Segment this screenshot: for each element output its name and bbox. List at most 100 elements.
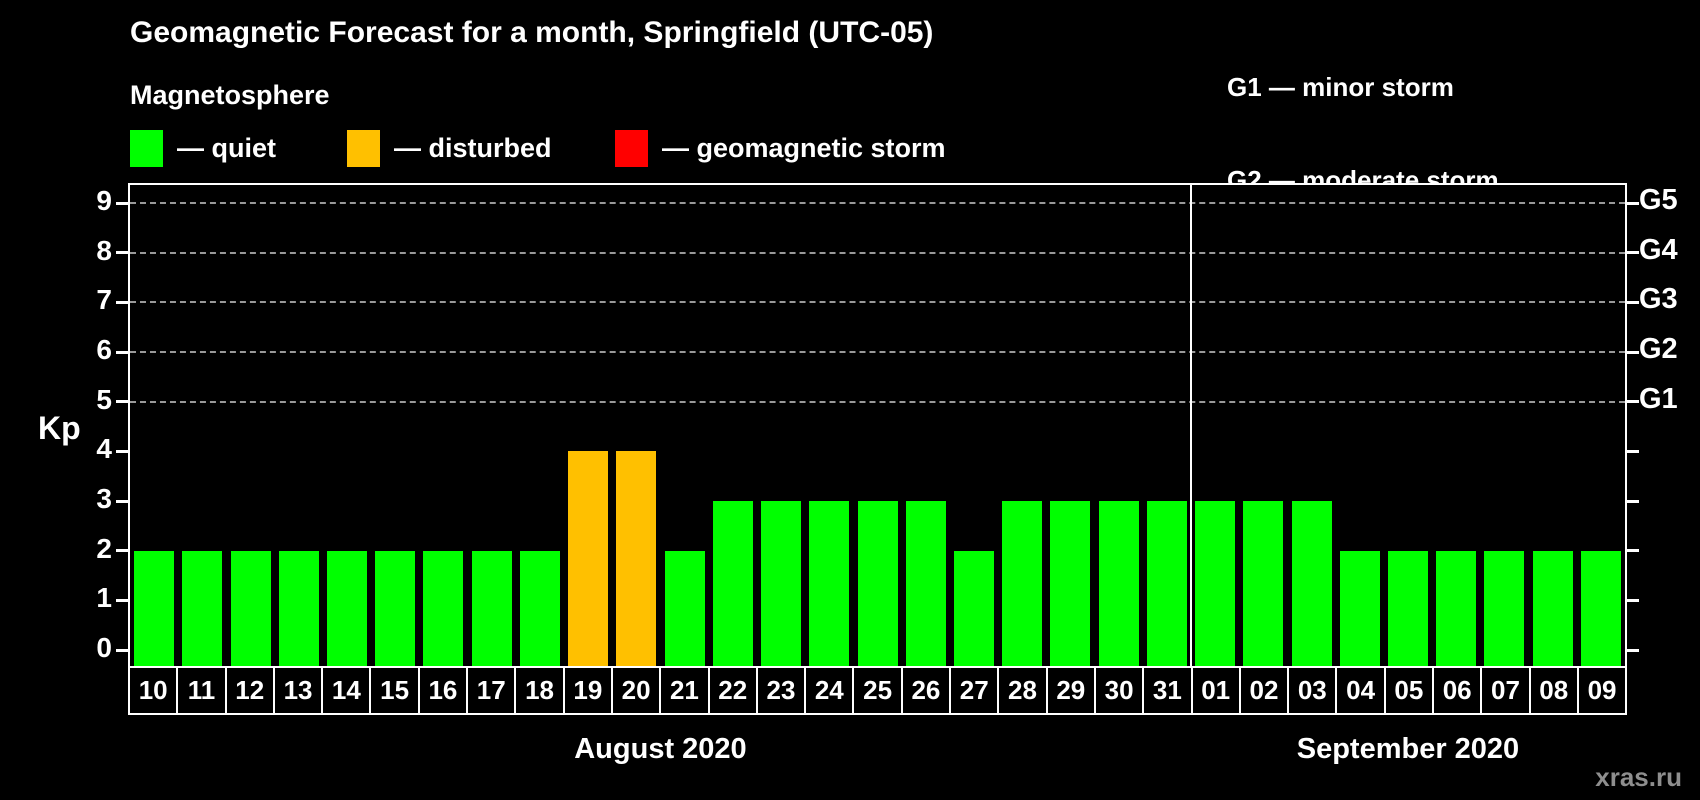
legend-item-storm: — geomagnetic storm bbox=[615, 128, 946, 168]
y-tick-label-1: 1 bbox=[96, 582, 112, 614]
day-label-24: 24 bbox=[806, 668, 855, 713]
gridline-kp6 bbox=[130, 351, 1625, 354]
legend-label-storm: — geomagnetic storm bbox=[662, 132, 946, 163]
y-tick-label-5: 5 bbox=[96, 383, 112, 415]
day-label-17: 17 bbox=[468, 668, 517, 713]
y-tick-right-1 bbox=[1627, 598, 1639, 602]
day-label-13: 13 bbox=[275, 668, 324, 713]
bar-day-27 bbox=[953, 550, 994, 668]
storm-color-swatch bbox=[615, 129, 648, 167]
day-label-19: 19 bbox=[565, 668, 613, 713]
y-tick-right-0 bbox=[1627, 648, 1639, 652]
y-tick-right-8 bbox=[1627, 251, 1639, 255]
bar-day-18 bbox=[519, 550, 560, 668]
gridline-kp5 bbox=[130, 400, 1625, 403]
day-label-20: 20 bbox=[613, 668, 662, 713]
y-tick-right-5 bbox=[1627, 400, 1639, 404]
chart-subtitle: Magnetosphere bbox=[130, 80, 330, 110]
day-label-11: 11 bbox=[178, 668, 227, 713]
bar-day-07 bbox=[1484, 550, 1525, 668]
bar-day-28 bbox=[1002, 501, 1043, 668]
bar-day-22 bbox=[712, 501, 753, 668]
month-label-august: August 2020 bbox=[574, 733, 747, 765]
bar-day-31 bbox=[1146, 501, 1187, 668]
day-label-30: 30 bbox=[1096, 668, 1145, 713]
bar-day-04 bbox=[1339, 550, 1380, 668]
bar-day-11 bbox=[182, 550, 223, 668]
legend-item-disturbed: — disturbed bbox=[347, 128, 552, 168]
y-tick-label-7: 7 bbox=[96, 284, 112, 316]
day-label-04: 04 bbox=[1337, 668, 1386, 713]
y-tick-right-2 bbox=[1627, 549, 1639, 553]
day-label-09: 09 bbox=[1587, 675, 1617, 705]
y-tick-left-8 bbox=[116, 251, 128, 255]
day-label-10: 10 bbox=[130, 668, 179, 713]
bar-day-24 bbox=[809, 501, 850, 668]
day-label-06: 06 bbox=[1434, 668, 1483, 713]
day-label-28: 28 bbox=[999, 668, 1048, 713]
day-label-29: 29 bbox=[1048, 668, 1096, 713]
bar-day-09 bbox=[1580, 550, 1621, 668]
y-tick-left-5 bbox=[116, 400, 128, 404]
day-label-21: 21 bbox=[661, 668, 710, 713]
day-label-26: 26 bbox=[903, 668, 952, 713]
y-tick-left-7 bbox=[116, 300, 128, 304]
y-tick-label-2: 2 bbox=[96, 532, 112, 564]
bar-day-13 bbox=[278, 550, 319, 668]
month-separator bbox=[1189, 185, 1192, 668]
bar-day-03 bbox=[1291, 501, 1332, 668]
bar-day-23 bbox=[761, 501, 802, 668]
y-tick-left-0 bbox=[116, 648, 128, 652]
gridline-kp7 bbox=[130, 301, 1625, 304]
y-tick-left-1 bbox=[116, 598, 128, 602]
y-tick-label-4: 4 bbox=[96, 433, 112, 465]
bar-day-06 bbox=[1436, 550, 1477, 668]
bar-day-25 bbox=[857, 501, 898, 668]
day-label-27: 27 bbox=[951, 668, 1000, 713]
y-tick-left-2 bbox=[116, 549, 128, 553]
quiet-color-swatch bbox=[130, 129, 163, 167]
y-tick-right-4 bbox=[1627, 449, 1639, 453]
y-tick-label-9: 9 bbox=[96, 185, 112, 217]
y-tick-left-3 bbox=[116, 499, 128, 503]
status-legend: — quiet — disturbed — geomagnetic storm bbox=[0, 128, 1700, 170]
y-tick-left-9 bbox=[116, 201, 128, 205]
day-label-22: 22 bbox=[710, 668, 758, 713]
plot-area: 0 1 2 3 4 5 G1 6 G2 7 G3 8 G4 9 G5 bbox=[96, 183, 1678, 670]
g-legend-line-1: G1 — minor storm bbox=[1227, 72, 1454, 102]
day-label-23: 23 bbox=[758, 668, 807, 713]
legend-label-disturbed: — disturbed bbox=[394, 132, 552, 163]
legend-item-quiet: — quiet bbox=[130, 128, 276, 168]
day-label-14: 14 bbox=[323, 668, 372, 713]
bar-day-05 bbox=[1387, 550, 1428, 668]
y-tick-right-7 bbox=[1627, 300, 1639, 304]
bar-day-10 bbox=[134, 550, 175, 668]
day-label-02: 02 bbox=[1241, 668, 1290, 713]
bar-day-19 bbox=[568, 451, 609, 668]
y-tick-left-6 bbox=[116, 350, 128, 354]
g-level-label-G1: G1 bbox=[1639, 382, 1678, 415]
chart-title: Geomagnetic Forecast for a month, Spring… bbox=[130, 16, 934, 49]
bar-day-21 bbox=[664, 550, 705, 668]
legend-label-quiet: — quiet bbox=[177, 132, 276, 163]
bar-day-30 bbox=[1098, 501, 1139, 668]
y-tick-label-0: 0 bbox=[96, 632, 112, 663]
bar-day-12 bbox=[230, 550, 271, 668]
y-tick-right-9 bbox=[1627, 201, 1639, 205]
bar-day-02 bbox=[1243, 501, 1284, 668]
day-label-row: 10 11 12 13 14 15 16 17 18 19 20 21 22 23 24 25 26 27 28 29… bbox=[128, 666, 1627, 715]
day-label-25: 25 bbox=[854, 668, 903, 713]
watermark: xras.ru bbox=[1595, 762, 1682, 792]
day-label-01: 01 bbox=[1193, 668, 1241, 713]
g-level-label-G2: G2 bbox=[1639, 333, 1678, 366]
y-tick-right-6 bbox=[1627, 350, 1639, 354]
day-label-12: 12 bbox=[227, 668, 275, 713]
day-label-03: 03 bbox=[1289, 668, 1338, 713]
y-tick-left-4 bbox=[116, 449, 128, 453]
g-level-label-G3: G3 bbox=[1639, 283, 1678, 316]
bar-day-16 bbox=[423, 550, 464, 668]
day-label-07: 07 bbox=[1482, 668, 1531, 713]
day-label-15: 15 bbox=[371, 668, 420, 713]
bar-day-14 bbox=[327, 550, 368, 668]
y-axis-title: Kp bbox=[38, 410, 81, 446]
